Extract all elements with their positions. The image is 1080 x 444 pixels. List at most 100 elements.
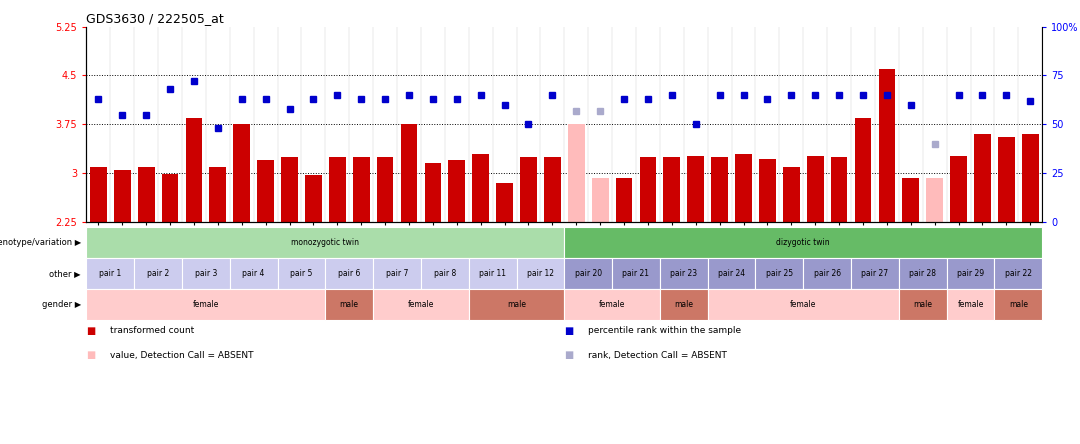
Bar xyxy=(735,154,752,222)
Bar xyxy=(86,227,565,258)
Bar xyxy=(138,166,154,222)
Bar xyxy=(759,159,775,222)
Text: pair 11: pair 11 xyxy=(480,269,507,278)
Bar xyxy=(687,155,704,222)
Bar xyxy=(516,258,565,289)
Bar xyxy=(995,258,1042,289)
Bar xyxy=(233,124,251,222)
Text: pair 20: pair 20 xyxy=(575,269,602,278)
Text: gender ▶: gender ▶ xyxy=(42,300,81,309)
Bar xyxy=(707,258,756,289)
Text: other ▶: other ▶ xyxy=(50,269,81,278)
Text: pair 1: pair 1 xyxy=(99,269,121,278)
Bar xyxy=(616,178,633,222)
Bar xyxy=(210,166,226,222)
Text: pair 12: pair 12 xyxy=(527,269,554,278)
Bar xyxy=(257,160,274,222)
Bar xyxy=(424,163,442,222)
Text: female: female xyxy=(599,300,625,309)
Bar xyxy=(305,175,322,222)
Text: male: male xyxy=(674,300,693,309)
Text: female: female xyxy=(957,300,984,309)
Text: male: male xyxy=(507,300,526,309)
Bar xyxy=(950,155,967,222)
Text: pair 2: pair 2 xyxy=(147,269,170,278)
Text: pair 6: pair 6 xyxy=(338,269,361,278)
Bar xyxy=(854,118,872,222)
Text: pair 8: pair 8 xyxy=(434,269,456,278)
Bar xyxy=(927,178,943,222)
Bar xyxy=(230,258,278,289)
Text: pair 27: pair 27 xyxy=(862,269,889,278)
Text: genotype/variation ▶: genotype/variation ▶ xyxy=(0,238,81,247)
Text: male: male xyxy=(1009,300,1028,309)
Text: pair 24: pair 24 xyxy=(718,269,745,278)
Bar xyxy=(472,154,489,222)
Text: pair 26: pair 26 xyxy=(813,269,840,278)
Bar xyxy=(1022,134,1039,222)
Text: value, Detection Call = ABSENT: value, Detection Call = ABSENT xyxy=(110,351,254,360)
Text: female: female xyxy=(408,300,434,309)
Bar xyxy=(995,289,1042,320)
Text: ■: ■ xyxy=(564,350,573,360)
Text: pair 4: pair 4 xyxy=(243,269,265,278)
Bar xyxy=(521,157,537,222)
Bar xyxy=(899,258,946,289)
Bar xyxy=(325,258,374,289)
Bar xyxy=(592,178,608,222)
Bar xyxy=(448,160,465,222)
Bar xyxy=(134,258,181,289)
Bar xyxy=(903,178,919,222)
Text: pair 23: pair 23 xyxy=(671,269,698,278)
Bar xyxy=(181,258,230,289)
Text: pair 7: pair 7 xyxy=(386,269,408,278)
Text: pair 28: pair 28 xyxy=(909,269,936,278)
Bar xyxy=(565,227,1042,258)
Bar xyxy=(974,134,990,222)
Bar xyxy=(401,124,417,222)
Text: pair 5: pair 5 xyxy=(291,269,312,278)
Bar xyxy=(325,289,374,320)
Bar xyxy=(90,166,107,222)
Text: ■: ■ xyxy=(564,326,573,336)
Bar xyxy=(281,157,298,222)
Bar xyxy=(756,258,804,289)
Bar xyxy=(469,258,516,289)
Bar xyxy=(831,157,848,222)
Bar xyxy=(544,157,561,222)
Text: male: male xyxy=(340,300,359,309)
Text: rank, Detection Call = ABSENT: rank, Detection Call = ABSENT xyxy=(588,351,727,360)
Bar xyxy=(899,289,946,320)
Bar xyxy=(663,157,680,222)
Bar xyxy=(851,258,899,289)
Bar xyxy=(565,289,660,320)
Bar xyxy=(947,289,995,320)
Bar xyxy=(353,157,369,222)
Bar xyxy=(278,258,325,289)
Text: pair 22: pair 22 xyxy=(1004,269,1031,278)
Bar xyxy=(947,258,995,289)
Bar xyxy=(113,170,131,222)
Text: dizygotic twin: dizygotic twin xyxy=(777,238,831,247)
Text: GDS3630 / 222505_at: GDS3630 / 222505_at xyxy=(86,12,225,25)
Text: pair 29: pair 29 xyxy=(957,269,984,278)
Bar xyxy=(783,166,799,222)
Bar xyxy=(565,258,612,289)
Bar xyxy=(421,258,469,289)
Bar xyxy=(878,69,895,222)
Bar xyxy=(374,289,469,320)
Text: pair 25: pair 25 xyxy=(766,269,793,278)
Bar xyxy=(639,157,657,222)
Text: ■: ■ xyxy=(86,350,96,360)
Text: pair 3: pair 3 xyxy=(194,269,217,278)
Bar xyxy=(660,289,707,320)
Text: female: female xyxy=(791,300,816,309)
Text: ■: ■ xyxy=(86,326,96,336)
Bar xyxy=(804,258,851,289)
Bar xyxy=(162,174,178,222)
Bar xyxy=(707,289,899,320)
Text: transformed count: transformed count xyxy=(110,326,194,335)
Bar xyxy=(86,289,325,320)
Bar xyxy=(377,157,393,222)
Text: male: male xyxy=(914,300,932,309)
